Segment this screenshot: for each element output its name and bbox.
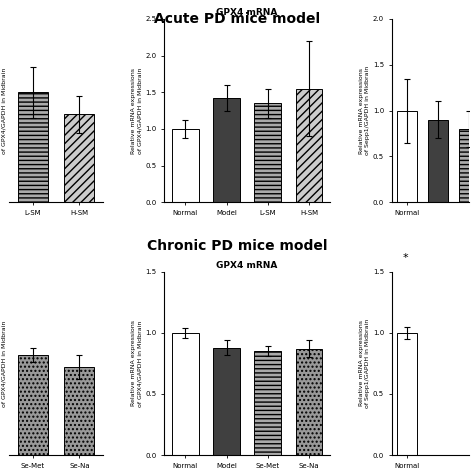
Bar — [172, 129, 199, 202]
Bar — [18, 92, 48, 202]
Bar — [0, 98, 1, 202]
Bar — [255, 103, 281, 202]
Bar — [0, 347, 1, 455]
Bar — [397, 333, 417, 455]
Bar — [459, 129, 474, 202]
Bar — [64, 114, 94, 202]
Bar — [296, 89, 322, 202]
Y-axis label: Relative mRNA expressions
of Sepp1/GAPDH in Midbrain: Relative mRNA expressions of Sepp1/GAPDH… — [359, 319, 370, 408]
Bar — [255, 351, 281, 455]
Text: *: * — [403, 253, 409, 263]
Y-axis label: Relative mRNA expressions
of GPX4/GAPDH in Midbrain: Relative mRNA expressions of GPX4/GAPDH … — [131, 67, 143, 154]
Bar — [296, 349, 322, 455]
Bar — [18, 355, 48, 455]
Bar — [64, 367, 94, 455]
Bar — [428, 120, 448, 202]
Text: Chronic PD mice model: Chronic PD mice model — [147, 239, 327, 254]
Bar — [213, 347, 240, 455]
Title: GPX4 mRNA: GPX4 mRNA — [217, 261, 278, 270]
Y-axis label: Relative mRNA expressions
of GPX4/GAPDH in Midbrain: Relative mRNA expressions of GPX4/GAPDH … — [131, 320, 143, 407]
Bar — [397, 110, 417, 202]
Title: GPX4 mRNA: GPX4 mRNA — [217, 8, 278, 17]
Text: Acute PD mice model: Acute PD mice model — [154, 12, 320, 26]
Y-axis label: Relative mRNA expressions
of GPX4/GAPDH in Midbrain: Relative mRNA expressions of GPX4/GAPDH … — [0, 320, 7, 407]
Y-axis label: Relative mRNA expressions
of Sepp1/GAPDH in Midbrain: Relative mRNA expressions of Sepp1/GAPDH… — [359, 66, 370, 155]
Bar — [213, 98, 240, 202]
Bar — [172, 333, 199, 455]
Y-axis label: Relative mRNA expressions
of GPX4/GAPDH in Midbrain: Relative mRNA expressions of GPX4/GAPDH … — [0, 67, 7, 154]
